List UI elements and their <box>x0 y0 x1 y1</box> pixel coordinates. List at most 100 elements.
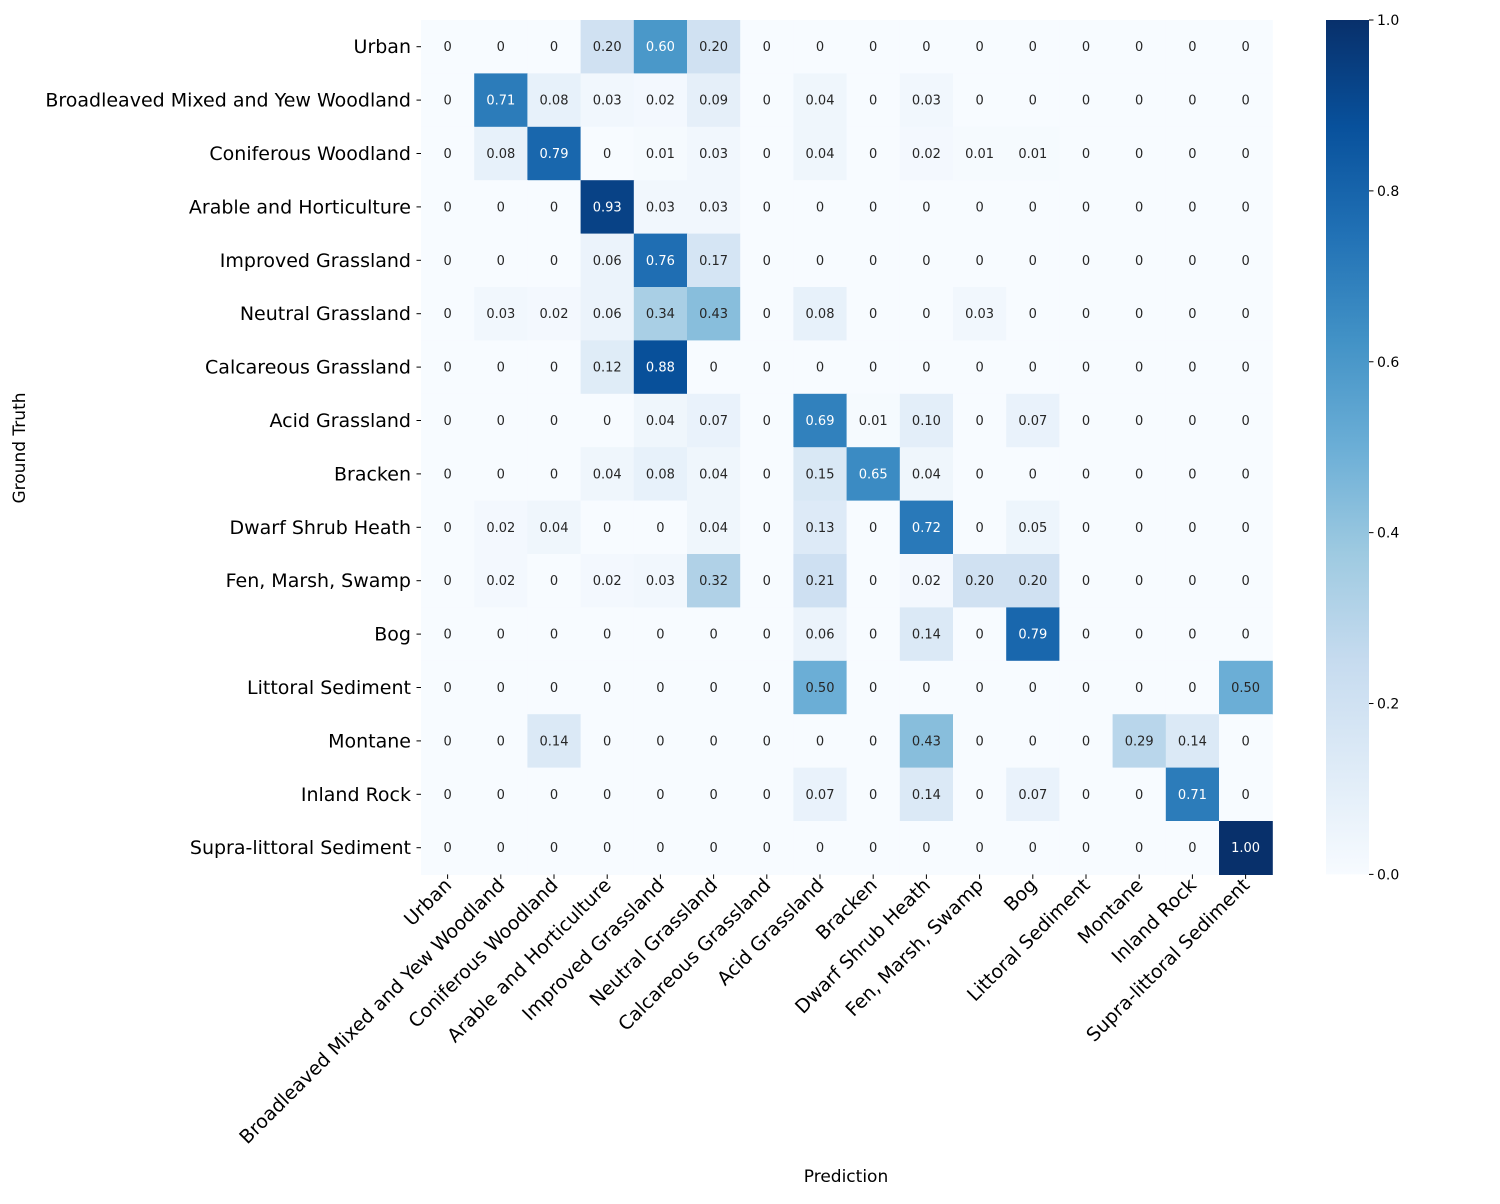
cell-value-label: 0 <box>603 681 611 696</box>
cell-value-label: 0 <box>1135 361 1143 376</box>
cell-value-label: 0.04 <box>646 414 675 429</box>
cell-value-label: 0.93 <box>593 200 622 215</box>
heatmap-cell <box>1112 714 1167 769</box>
cell-value-label: 0.43 <box>699 307 728 322</box>
heatmap-cell <box>793 287 848 341</box>
x-axis-label: Prediction <box>804 1167 888 1187</box>
heatmap-cell <box>1219 660 1273 715</box>
heatmap-cell <box>1112 554 1167 608</box>
cell-value-label: 0 <box>869 788 877 803</box>
heatmap-cell <box>899 233 954 288</box>
colorbar-tick-label: 0.2 <box>1377 697 1399 713</box>
heatmap-cell <box>846 660 901 715</box>
heatmap-cell <box>474 393 528 448</box>
cell-value-label: 0 <box>1188 147 1196 162</box>
heatmap-cell <box>687 340 741 395</box>
cell-value-label: 0 <box>763 521 771 536</box>
cell-value-label: 0.08 <box>646 467 675 482</box>
heatmap-cell <box>953 447 1007 502</box>
heatmap-cell <box>846 767 901 822</box>
heatmap-cell <box>421 447 475 502</box>
heatmap-cell <box>687 607 741 662</box>
heatmap-cell <box>1219 180 1273 235</box>
heatmap-cell <box>1165 393 1220 448</box>
cell-value-label: 0 <box>763 574 771 589</box>
cell-value-label: 0 <box>1029 467 1037 482</box>
heatmap-cell <box>580 554 635 608</box>
cell-value-label: 0 <box>550 414 558 429</box>
cell-value-label: 0 <box>550 467 558 482</box>
heatmap-cell <box>421 500 475 555</box>
cell-value-label: 0.13 <box>806 521 835 536</box>
cell-value-label: 0 <box>763 361 771 376</box>
cell-value-label: 0.72 <box>912 521 941 536</box>
heatmap-cell <box>527 20 582 74</box>
heatmap-cell <box>687 660 741 715</box>
heatmap-cell <box>633 767 688 822</box>
heatmap-cell <box>1112 233 1167 288</box>
cell-value-label: 0 <box>1188 200 1196 215</box>
heatmap-cell <box>899 126 954 181</box>
cell-value-label: 0 <box>975 94 983 109</box>
cell-value-label: 0.02 <box>912 147 941 162</box>
cell-value-label: 0 <box>975 361 983 376</box>
heatmap-cell <box>1219 233 1273 288</box>
heatmap-cell <box>846 714 901 769</box>
cell-value-label: 0 <box>550 841 558 856</box>
heatmap-cell <box>687 767 741 822</box>
heatmap-cell <box>793 20 848 74</box>
heatmap-cell <box>793 340 848 395</box>
heatmap-cell <box>421 393 475 448</box>
heatmap-cell <box>580 180 635 235</box>
heatmap-cell <box>793 660 848 715</box>
cell-value-label: 0 <box>1241 94 1249 109</box>
heatmap-cell <box>527 821 582 875</box>
heatmap-cell <box>846 500 901 555</box>
cell-value-label: 0 <box>763 307 771 322</box>
cell-value-label: 0 <box>1188 254 1196 269</box>
cell-value-label: 0 <box>1029 200 1037 215</box>
cell-value-label: 0 <box>1029 40 1037 55</box>
heatmap-cell <box>1006 287 1060 341</box>
heatmap-cell <box>953 180 1007 235</box>
heatmap-cell <box>527 660 582 715</box>
cell-value-label: 0 <box>497 200 505 215</box>
heatmap-cell <box>1165 821 1220 875</box>
cell-value-label: 0 <box>443 628 451 643</box>
heatmap-cell <box>953 233 1007 288</box>
cell-value-label: 0 <box>816 254 824 269</box>
heatmap-cell <box>1165 554 1220 608</box>
heatmap-cell <box>1165 180 1220 235</box>
heatmap-cell <box>1165 447 1220 502</box>
cell-value-label: 0 <box>656 628 664 643</box>
cell-value-label: 0 <box>975 788 983 803</box>
cell-value-label: 0 <box>1188 681 1196 696</box>
heatmap-cell <box>1219 447 1273 502</box>
cell-value-label: 0 <box>497 628 505 643</box>
heatmap-cell <box>474 20 528 74</box>
heatmap-cell <box>1059 233 1114 288</box>
heatmap-cell <box>899 287 954 341</box>
heatmap-cell <box>899 340 954 395</box>
cell-value-label: 0.14 <box>1178 734 1207 749</box>
cell-value-label: 0 <box>763 681 771 696</box>
heatmap-cell <box>953 126 1007 181</box>
heatmap-cell <box>899 767 954 822</box>
cell-value-label: 0 <box>1241 254 1249 269</box>
y-tick-label: Coniferous Woodland <box>209 143 411 165</box>
cell-value-label: 0.03 <box>699 147 728 162</box>
heatmap-cell <box>1059 20 1114 74</box>
heatmap-cell <box>421 233 475 288</box>
cell-value-label: 0 <box>1082 361 1090 376</box>
cell-value-label: 0.04 <box>593 467 622 482</box>
cell-value-label: 0 <box>443 147 451 162</box>
cell-value-label: 0.17 <box>699 254 728 269</box>
cell-value-label: 0 <box>1188 307 1196 322</box>
heatmap-cell <box>687 20 741 74</box>
heatmap-cell <box>740 660 794 715</box>
cell-value-label: 0 <box>443 94 451 109</box>
cell-value-label: 0 <box>1135 628 1143 643</box>
heatmap-cell <box>1219 554 1273 608</box>
heatmap-cell <box>474 554 528 608</box>
y-tick-label: Urban <box>354 36 411 58</box>
